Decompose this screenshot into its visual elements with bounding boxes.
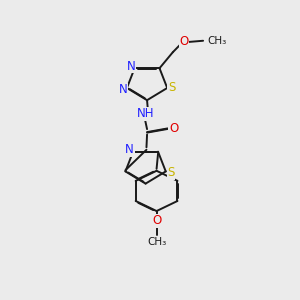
Text: N: N (119, 83, 128, 96)
Text: O: O (179, 35, 189, 49)
Text: CH₃: CH₃ (208, 36, 227, 46)
Text: N: N (127, 60, 135, 73)
Text: O: O (169, 122, 178, 135)
Text: S: S (167, 166, 175, 179)
Text: CH₃: CH₃ (147, 237, 166, 247)
Text: NH: NH (137, 107, 154, 120)
Text: S: S (168, 82, 175, 94)
Text: N: N (125, 143, 134, 156)
Text: O: O (152, 214, 161, 227)
